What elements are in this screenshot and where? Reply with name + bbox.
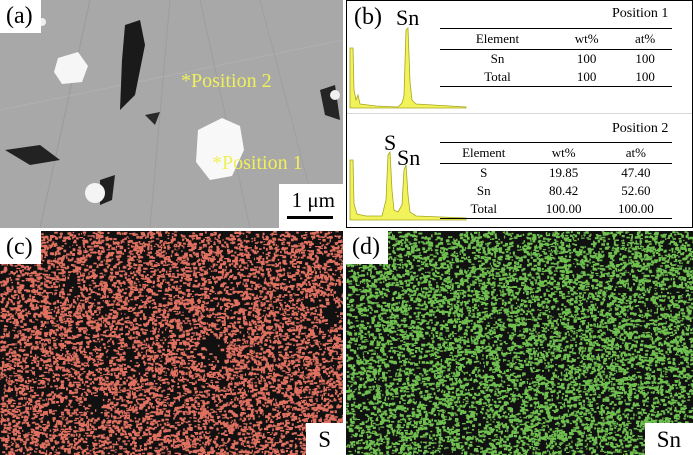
- table-cell: 100: [576, 69, 597, 84]
- table-cell: 52.60: [621, 183, 651, 198]
- table-header: Element: [462, 145, 506, 160]
- table-cell: Sn: [476, 183, 491, 198]
- eds-divider: [347, 113, 692, 114]
- eds-panel: (b) Sn S Sn Position 1 Element wt% at% S…: [346, 0, 693, 228]
- table-header: at%: [625, 145, 646, 160]
- table-cell: 100.00: [618, 201, 654, 216]
- table-cell: 100.00: [545, 201, 582, 216]
- table-header: wt%: [574, 31, 599, 46]
- table-header: at%: [635, 31, 656, 46]
- table-header: wt%: [551, 145, 576, 160]
- spectrum-2-peak-s: S: [384, 130, 397, 155]
- table-cell: Sn: [490, 51, 505, 66]
- spectrum-1-title: Position 1: [612, 6, 669, 21]
- scale-bar-box: 1 μm: [279, 184, 343, 228]
- table-cell: 47.40: [621, 165, 651, 180]
- table-cell: 19.85: [549, 165, 579, 180]
- table-cell: Total: [484, 69, 511, 84]
- sn-element-map: [346, 231, 693, 455]
- spectrum-2-title: Position 2: [612, 121, 669, 136]
- sem-image-panel: (a) *Position 2 *Position 1 1 μm: [0, 0, 343, 228]
- table-cell: 100: [635, 51, 655, 66]
- s-element-map: [0, 231, 343, 455]
- spectrum-1-curve: [349, 27, 467, 109]
- map-element-label-sn: Sn: [644, 423, 693, 455]
- panel-label-c: (c): [0, 231, 41, 264]
- eds-spectra-plot: [349, 27, 467, 221]
- table-header: Element: [475, 31, 520, 46]
- table-row: Total 100 100: [440, 68, 672, 87]
- sn-element-map-panel: (d) Sn: [346, 231, 693, 455]
- table-cell: 80.42: [549, 183, 579, 198]
- table-row: Sn 100 100: [440, 50, 672, 69]
- table-cell: S: [480, 165, 488, 180]
- spectrum-2-table: Element wt% at% S 19.85 47.40 Sn 80.42 5…: [440, 142, 672, 219]
- spectrum-2-peak-sn: Sn: [397, 145, 421, 170]
- s-element-map-panel: (c) S: [0, 231, 343, 455]
- table-header-row: Element wt% at%: [440, 142, 672, 164]
- table-row: Total 100.00 100.00: [440, 200, 672, 219]
- position-1-label: *Position 1: [212, 152, 303, 174]
- map-element-label-s: S: [306, 423, 343, 455]
- table-cell: 100: [635, 69, 655, 84]
- panel-label-a: (a): [0, 0, 41, 33]
- table-row: S 19.85 47.40: [440, 164, 672, 183]
- scale-bar-line: [287, 216, 333, 219]
- table-cell: Total: [470, 201, 498, 216]
- table-cell: 100: [576, 51, 597, 66]
- spectrum-1-peak-sn: Sn: [396, 5, 420, 30]
- table-header-row: Element wt% at%: [440, 28, 672, 50]
- panel-label-d: (d): [346, 231, 388, 264]
- spectrum-2-curve: [349, 150, 467, 221]
- spectrum-1-table: Element wt% at% Sn 100 100 Total 100 100: [440, 28, 672, 87]
- scale-bar-label: 1 μm: [291, 188, 335, 212]
- table-row: Sn 80.42 52.60: [440, 182, 672, 200]
- position-2-label: *Position 2: [181, 70, 272, 92]
- panel-label-b: (b): [348, 2, 388, 33]
- sem-micrograph: [0, 0, 343, 228]
